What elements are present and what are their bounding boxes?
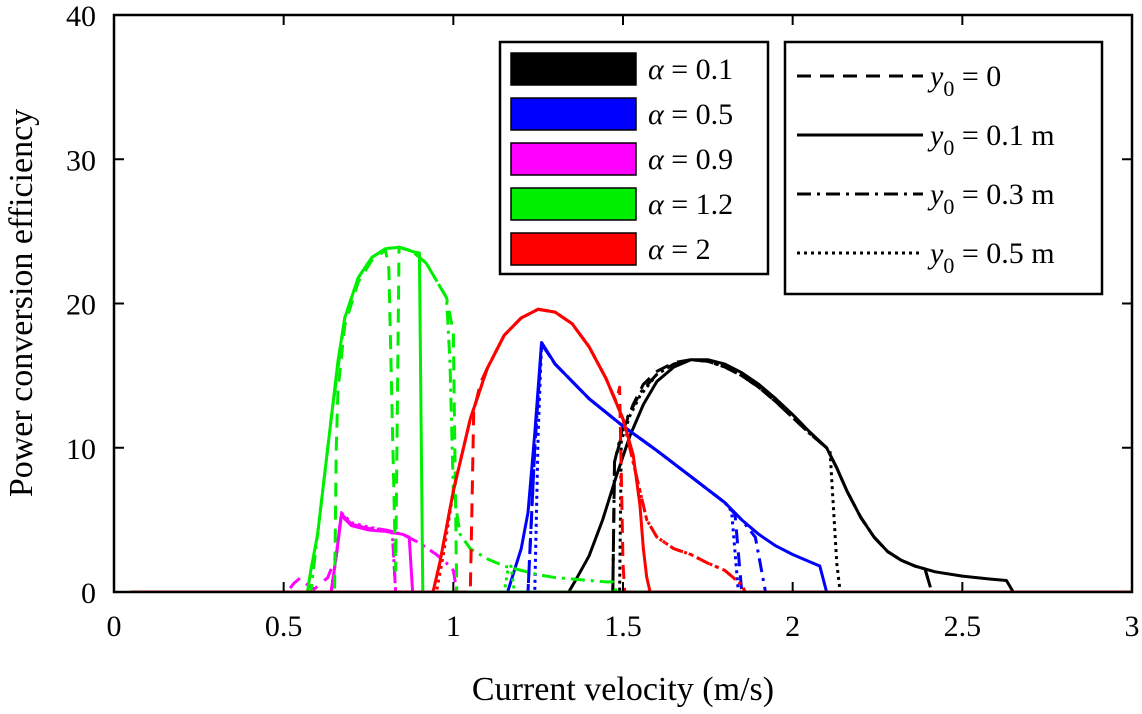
legend-y0-label: y0 = 0.5 m — [927, 237, 1055, 278]
x-tick-label: 0.5 — [265, 610, 303, 643]
x-tick-label: 3 — [1125, 610, 1140, 643]
legend-alpha-swatch — [510, 52, 637, 86]
legend-alpha-label: α = 2 — [648, 233, 711, 266]
y-axis-label: Power conversion efficiency — [3, 109, 40, 497]
legend-y0-box — [783, 40, 1104, 296]
x-axis-label: Current velocity (m/s) — [472, 671, 774, 708]
x-tick-label: 0 — [107, 610, 122, 643]
x-tick-label: 2.5 — [944, 610, 982, 643]
legend-alpha-label: α = 1.2 — [648, 188, 733, 221]
legend-alpha-swatch — [510, 97, 637, 131]
series-layer — [130, 245, 1132, 592]
legend-alpha-label: α = 0.1 — [648, 53, 733, 86]
series-line-alpha-1_2-dashdot — [130, 245, 1132, 592]
series-line-alpha-0_9-dashdot — [130, 512, 1132, 592]
series-line-alpha-0_1-solid — [130, 358, 1132, 592]
legend-alpha-label: α = 0.9 — [648, 143, 733, 176]
series-line-alpha-0_5-dashdot — [130, 342, 1132, 592]
legend-alpha-swatch — [510, 142, 637, 176]
y-tick-label: 20 — [66, 289, 96, 322]
y-tick-label: 10 — [66, 433, 96, 466]
series-line-alpha-1_2-dashed — [130, 245, 1132, 592]
x-tick-label: 2 — [785, 610, 800, 643]
y-tick-label: 30 — [66, 144, 96, 177]
legend-y0-label: y0 = 0 — [927, 60, 1001, 101]
series-line-alpha-0_5-dotted — [130, 342, 1132, 592]
series-line-alpha-2-dotted — [130, 307, 1132, 592]
series-line-alpha-0_9-dotted — [130, 511, 1132, 592]
legend-alpha-label: α = 0.5 — [648, 98, 733, 131]
series-line-alpha-0_1-dashdot — [130, 358, 1132, 592]
legend-alpha: α = 0.1 α = 0.5 α = 0.9 α = 1.2 α = 2 — [498, 40, 770, 276]
legend-alpha-swatch — [510, 187, 637, 221]
legend-y0: y0 = 0 y0 = 0.1 m y0 = 0.3 m y0 = 0.5 m — [783, 40, 1104, 296]
y-tick-label: 0 — [81, 577, 96, 610]
y-tick-label: 40 — [66, 0, 96, 33]
x-tick-label: 1.5 — [604, 610, 642, 643]
legend-y0-label: y0 = 0.3 m — [927, 178, 1055, 219]
legend-y0-label: y0 = 0.1 m — [927, 119, 1055, 160]
legend-alpha-swatch — [510, 232, 637, 266]
x-tick-label: 1 — [446, 610, 461, 643]
